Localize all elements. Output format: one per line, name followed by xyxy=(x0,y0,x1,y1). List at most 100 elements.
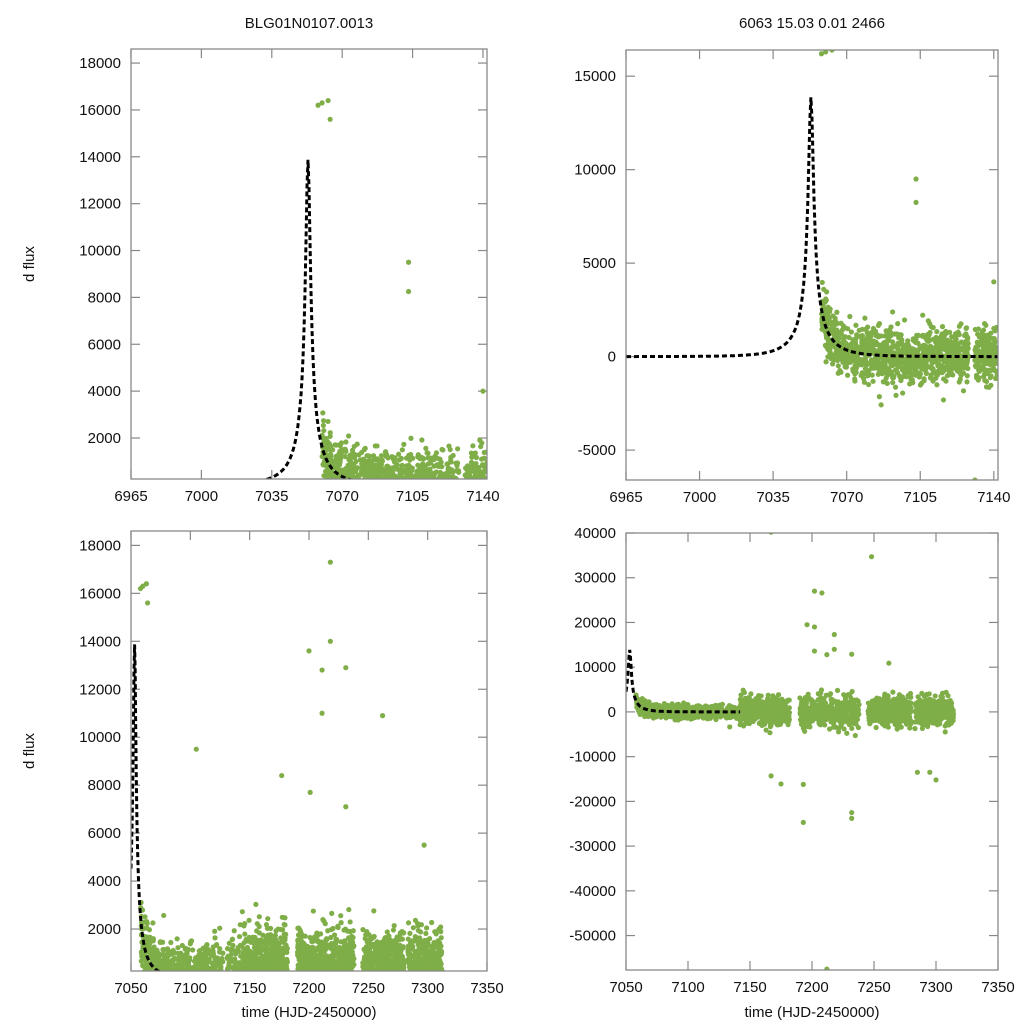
x-tick-label: 7070 xyxy=(830,489,863,506)
data-point xyxy=(175,971,180,976)
data-point xyxy=(384,463,391,469)
data-point xyxy=(209,981,214,986)
data-point xyxy=(297,927,303,933)
data-point xyxy=(384,520,389,525)
data-point xyxy=(334,514,339,519)
data-point xyxy=(419,463,425,469)
data-point xyxy=(886,337,892,344)
data-point xyxy=(363,944,369,950)
data-point xyxy=(226,979,231,984)
data-point xyxy=(333,479,338,484)
data-point xyxy=(425,505,430,510)
data-point xyxy=(195,974,200,979)
data-point xyxy=(398,456,404,462)
y-tick-label: 16000 xyxy=(79,102,121,119)
data-point xyxy=(374,503,379,508)
data-point xyxy=(912,338,918,345)
data-point xyxy=(383,488,388,493)
data-point xyxy=(325,97,331,104)
data-point xyxy=(152,986,157,991)
data-point xyxy=(437,482,442,487)
data-point xyxy=(242,931,248,937)
data-point xyxy=(346,456,352,463)
data-point xyxy=(216,988,221,993)
data-point xyxy=(834,309,840,315)
data-point xyxy=(955,362,961,368)
data-point xyxy=(166,986,171,991)
data-point xyxy=(444,496,449,501)
data-point xyxy=(154,982,159,987)
data-point xyxy=(190,973,195,978)
data-point xyxy=(182,946,188,952)
data-point xyxy=(367,502,372,507)
data-point xyxy=(263,957,270,963)
data-point xyxy=(343,508,348,513)
data-point xyxy=(465,482,470,487)
data-point xyxy=(876,394,882,400)
data-point xyxy=(988,330,994,336)
data-point xyxy=(367,481,372,486)
data-point xyxy=(165,991,170,996)
data-point xyxy=(443,496,448,501)
data-point xyxy=(932,356,938,362)
data-point xyxy=(379,494,384,499)
data-point xyxy=(431,489,436,494)
data-point xyxy=(147,991,152,996)
data-point xyxy=(138,958,144,964)
data-point xyxy=(310,937,317,943)
data-point xyxy=(442,483,447,488)
data-point xyxy=(196,974,201,979)
data-point xyxy=(477,437,483,443)
data-point xyxy=(166,1006,171,1011)
data-point xyxy=(210,989,215,994)
data-point xyxy=(463,505,468,510)
data-point xyxy=(433,508,438,513)
data-point xyxy=(850,368,856,374)
data-point xyxy=(227,972,232,977)
data-point xyxy=(242,965,248,971)
data-point xyxy=(218,964,224,970)
data-point xyxy=(381,501,386,506)
data-points xyxy=(818,50,998,480)
data-point xyxy=(170,958,176,964)
data-point xyxy=(446,519,451,524)
data-point xyxy=(390,491,395,496)
data-point xyxy=(378,485,383,490)
data-point xyxy=(169,973,174,978)
data-point xyxy=(214,941,220,948)
data-point xyxy=(360,927,366,933)
data-point xyxy=(227,986,232,991)
data-point xyxy=(208,977,213,982)
data-point xyxy=(323,954,329,960)
data-point xyxy=(369,497,374,502)
data-point xyxy=(167,997,172,1002)
data-point xyxy=(202,1001,207,1006)
data-point xyxy=(167,984,172,989)
data-point xyxy=(440,484,445,489)
data-point xyxy=(394,465,400,472)
data-point xyxy=(162,985,167,990)
data-point xyxy=(169,1002,174,1007)
chart-title-left: BLG01N0107.0013 xyxy=(245,15,373,32)
data-point xyxy=(429,482,434,487)
data-point xyxy=(141,969,146,971)
data-point xyxy=(472,481,477,486)
data-point xyxy=(178,962,185,968)
data-point xyxy=(395,520,400,525)
data-point xyxy=(439,493,444,498)
data-point xyxy=(446,480,451,485)
data-point xyxy=(160,996,165,1001)
data-point xyxy=(835,370,841,376)
data-point xyxy=(843,342,849,348)
data-point xyxy=(447,482,452,487)
data-point xyxy=(481,520,486,525)
data-point xyxy=(363,492,368,497)
data-point xyxy=(951,357,957,363)
data-point xyxy=(210,988,215,993)
data-point xyxy=(231,972,236,977)
y-tick-label: 12000 xyxy=(79,681,121,698)
data-point xyxy=(452,481,457,486)
data-point xyxy=(387,490,392,495)
data-point xyxy=(332,457,339,463)
data-point xyxy=(184,998,189,1003)
